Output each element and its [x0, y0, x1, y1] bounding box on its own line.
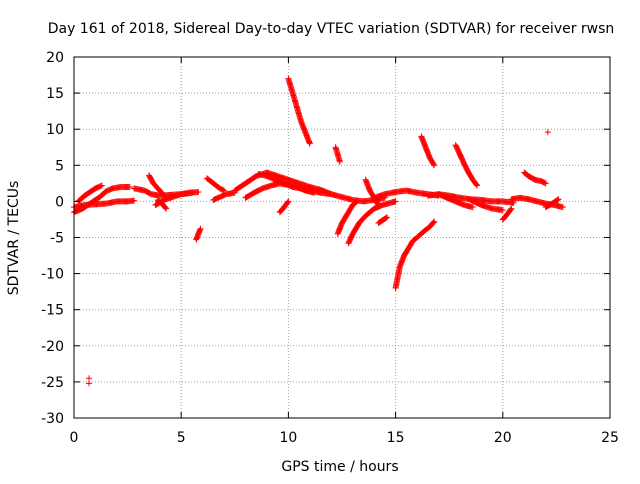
y-tick-label: -20 [41, 339, 64, 355]
data-point [507, 206, 514, 213]
data-point [375, 202, 382, 209]
data-point [430, 161, 437, 168]
axis-ticks: -30 -25 -20 -15 -10 -5 0 5 10 15 20 0 5 10 15 20 25 [41, 50, 619, 446]
y-tick-label: -25 [41, 375, 64, 391]
y-tick-label: 15 [46, 86, 64, 102]
data-point [555, 196, 562, 203]
x-tick-label: 20 [494, 430, 512, 446]
data-points [71, 75, 566, 387]
data-point [131, 197, 138, 204]
y-tick-label: 0 [55, 194, 64, 210]
data-point [474, 182, 481, 189]
data-point [354, 198, 361, 205]
data-point [559, 204, 566, 211]
data-point [383, 214, 390, 221]
data-point [285, 198, 292, 205]
data-point [431, 162, 438, 169]
data-point [554, 196, 561, 203]
data-point [392, 198, 399, 205]
grid [74, 57, 610, 418]
data-point [384, 214, 391, 221]
data-point [353, 199, 360, 206]
y-tick-label: -30 [41, 411, 64, 427]
data-point [508, 205, 515, 212]
data-point [195, 189, 202, 196]
data-point [336, 158, 343, 165]
data-point [98, 182, 105, 189]
y-tick-label: 10 [46, 122, 64, 138]
data-point [126, 183, 133, 190]
y-tick-label: -10 [41, 267, 64, 283]
data-point [469, 204, 476, 211]
y-tick-label: 20 [46, 50, 64, 66]
y-tick-label: 5 [55, 158, 64, 174]
x-tick-label: 25 [601, 430, 619, 446]
y-axis-label: SDTVAR / TECUs [6, 181, 22, 296]
x-axis-label: GPS time / hours [281, 459, 398, 475]
y-tick-label: -5 [50, 231, 64, 247]
data-point [306, 140, 313, 147]
data-point [197, 225, 204, 232]
data-point [431, 218, 438, 225]
data-point [542, 180, 549, 187]
x-tick-label: 0 [70, 430, 79, 446]
data-point [162, 204, 169, 211]
data-point [163, 205, 170, 212]
chart-title: Day 161 of 2018, Sidereal Day-to-day VTE… [48, 21, 615, 37]
outlier-point [86, 375, 93, 382]
outlier-point [86, 380, 93, 387]
outlier-point [544, 129, 551, 136]
data-point [473, 181, 480, 188]
data-point [499, 207, 506, 214]
data-point [541, 179, 548, 186]
data-point [284, 199, 291, 206]
x-tick-label: 5 [177, 430, 186, 446]
x-tick-label: 10 [279, 430, 297, 446]
data-point [374, 200, 381, 207]
y-tick-label: -15 [41, 303, 64, 319]
data-point [220, 187, 227, 194]
data-point [430, 219, 437, 226]
x-tick-label: 15 [387, 430, 405, 446]
